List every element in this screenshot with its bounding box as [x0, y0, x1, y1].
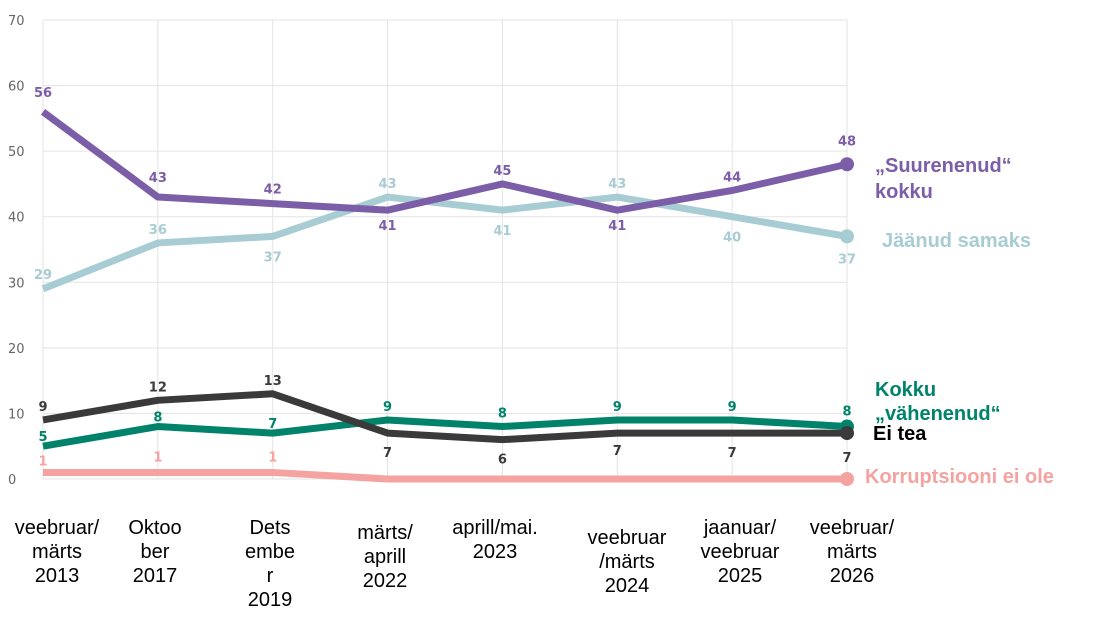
data-labels: 56 43 42 41 45 41 44 48 29 36 37 43 41 43 40 37 5 8 7 9 8 9 9 8…: [34, 86, 856, 470]
series-line-samaks: [41, 193, 848, 293]
data-label-suurenenud: 42: [264, 183, 282, 198]
series-end-marker-korruptsioon: [840, 472, 854, 486]
x-category-label: jaanuar/ veebruar 2025: [700, 517, 780, 587]
data-label-suurenenud: 44: [723, 170, 741, 185]
data-label-vahenenud: 5: [38, 430, 47, 445]
y-tick-label: 10: [8, 407, 25, 422]
data-label-suurenenud: 41: [379, 219, 397, 234]
series-end-marker-samaks: [840, 229, 854, 244]
data-label-samaks: 37: [264, 250, 282, 265]
data-label-eitea: 7: [383, 446, 392, 461]
data-label-suurenenud: 41: [608, 219, 626, 234]
data-label-samaks: 41: [493, 224, 511, 239]
data-label-eitea: 12: [149, 380, 167, 395]
x-category-label: märts/ aprill 2022: [357, 522, 413, 592]
y-tick-label: 70: [8, 14, 25, 29]
y-tick-label: 20: [8, 342, 25, 357]
series-line-korruptsioon: [43, 468, 847, 483]
data-label-eitea: 9: [38, 400, 47, 415]
series-end-marker-eitea: [840, 426, 854, 441]
series-labels: „Suurenenud“ kokku Jäänud samaks Kokku „vähe…: [865, 155, 1054, 488]
y-tick-label: 40: [8, 211, 25, 226]
data-label-eitea: 6: [498, 453, 507, 468]
grid-lines: [42, 19, 848, 480]
series-label-suurenenud: „Suurenenud“ kokku: [875, 155, 1012, 203]
x-category-label: veebruar/ märts 2013: [14, 517, 100, 587]
series-label-korruptsioon: Korruptsiooni ei ole: [865, 466, 1054, 488]
series-line-eitea: [42, 390, 847, 444]
series-label-samaks: Jäänud samaks: [882, 230, 1031, 252]
y-tick-label: 30: [8, 276, 25, 291]
series-line-vahenenud: [42, 416, 848, 450]
data-label-eitea: 7: [728, 446, 737, 461]
data-label-korruptsioon: 1: [153, 450, 162, 465]
data-label-samaks: 43: [608, 177, 626, 192]
data-label-eitea: 7: [613, 444, 622, 459]
y-tick-label: 60: [8, 80, 25, 95]
data-label-vahenenud: 9: [383, 400, 392, 415]
data-label-vahenenud: 8: [153, 411, 162, 426]
series-lines: [40, 108, 854, 486]
data-label-suurenenud: 56: [34, 86, 52, 101]
y-tick-label: 0: [8, 473, 16, 488]
data-label-vahenenud: 9: [728, 400, 737, 415]
data-label-suurenenud: 48: [838, 134, 856, 149]
data-label-korruptsioon: 1: [38, 454, 47, 469]
x-category-label: Oktoo ber 2017: [128, 517, 182, 587]
data-label-eitea: 7: [842, 451, 851, 466]
data-label-suurenenud: 45: [493, 164, 511, 179]
data-label-suurenenud: 43: [149, 171, 167, 186]
data-label-vahenenud: 9: [613, 400, 622, 415]
data-label-samaks: 36: [149, 223, 167, 238]
data-label-samaks: 40: [723, 231, 741, 246]
series-end-marker-suurenenud: [840, 157, 854, 172]
data-label-samaks: 29: [34, 268, 52, 283]
series-line-suurenenud: [40, 108, 848, 214]
x-category-label: veebruar/ märts 2026: [809, 517, 895, 587]
y-axis-ticks: 0 10 20 30 40 50 60 70: [8, 14, 25, 488]
data-label-vahenenud: 8: [842, 405, 851, 420]
y-tick-label: 50: [8, 145, 25, 160]
x-category-label: Dets embe r 2019: [244, 517, 296, 611]
series-label-eitea: Ei tea: [873, 423, 927, 445]
data-label-samaks: 43: [379, 177, 397, 192]
x-category-label: veebruar /märts 2024: [587, 527, 667, 597]
data-label-samaks: 37: [838, 252, 856, 267]
data-label-vahenenud: 7: [268, 417, 277, 432]
data-label-eitea: 13: [264, 374, 282, 389]
series-label-vahenenud: Kokku „vähenenud“: [875, 379, 1001, 425]
data-label-vahenenud: 8: [498, 407, 507, 422]
x-category-label: aprill/mai. 2023: [452, 517, 538, 563]
data-label-korruptsioon: 1: [268, 450, 277, 465]
